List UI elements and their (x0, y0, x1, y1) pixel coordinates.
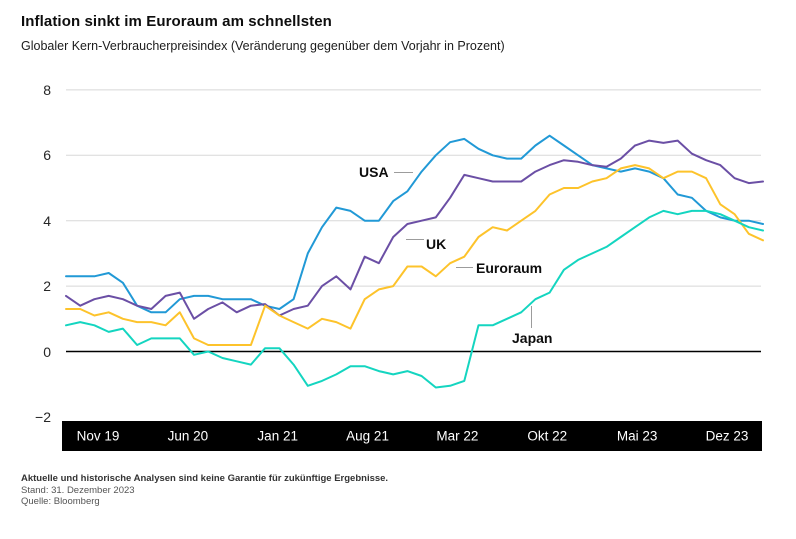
as-of-date: Stand: 31. Dezember 2023 (21, 484, 135, 496)
series-line-japan (65, 209, 764, 389)
disclaimer-text: Aktuelle und historische Analysen sind k… (21, 473, 389, 484)
x-tick-label: Jun 20 (167, 428, 209, 444)
y-tick-label: 0 (43, 343, 51, 360)
series-line-usa (65, 134, 764, 314)
y-tick-label: 4 (43, 212, 51, 229)
source-text: Quelle: Bloomberg (21, 496, 100, 507)
x-tick-label: Aug 21 (346, 428, 389, 444)
series-line-euroraum (65, 164, 764, 346)
series-label-uk: UK (426, 236, 447, 252)
series-line-uk (65, 139, 764, 320)
x-tick-label: Nov 19 (76, 428, 120, 444)
series-label-japan: Japan (512, 330, 553, 346)
y-tick-label: 8 (43, 81, 51, 98)
x-tick-label: Mai 23 (616, 428, 658, 444)
series-label-euroraum: Euroraum (476, 260, 543, 276)
chart-subtitle: Globaler Kern-Verbraucherpreisindex (Ver… (21, 39, 505, 53)
y-tick-label: 2 (43, 278, 51, 295)
footer: Aktuelle und historische Analysen sind k… (21, 473, 388, 508)
x-axis-band: Nov 19 Jun 20 Jan 21 Aug 21 Mar 22 Okt 22 Mai … (62, 421, 762, 451)
y-tick-label: 6 (43, 147, 51, 164)
x-tick-label: Dez 23 (705, 428, 749, 444)
series-label-usa: USA (359, 164, 389, 180)
x-tick-label: Okt 22 (527, 428, 568, 444)
x-tick-label: Jan 21 (257, 428, 298, 444)
chart-title: Inflation sinkt im Euroraum am schnellst… (21, 13, 332, 30)
y-tick-label: −2 (35, 408, 51, 425)
x-tick-label: Mar 22 (436, 428, 479, 444)
